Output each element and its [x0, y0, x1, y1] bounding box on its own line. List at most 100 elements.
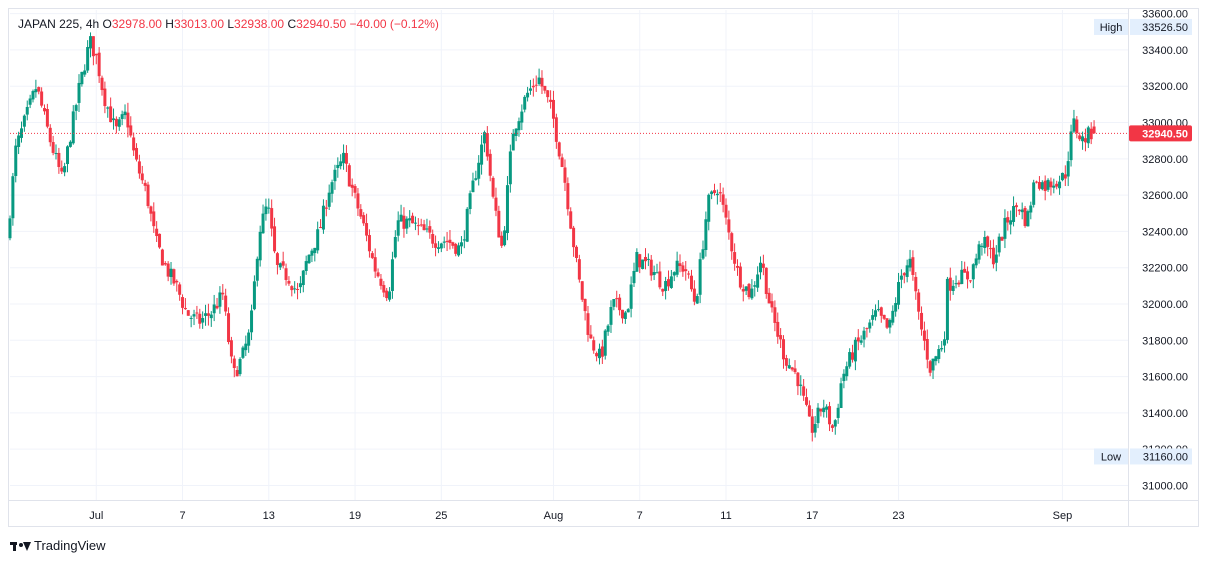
candle-body	[891, 310, 895, 323]
candle-body	[1063, 174, 1067, 179]
candle-body	[28, 98, 32, 105]
candle-body	[471, 180, 475, 193]
candle-body	[425, 228, 429, 230]
candle-body	[595, 353, 599, 357]
candle-body	[68, 141, 72, 147]
candle-body	[235, 370, 239, 377]
candle-body	[388, 291, 392, 300]
candle-body	[1069, 131, 1073, 161]
candle-body	[402, 215, 406, 229]
candle-body	[528, 88, 532, 91]
candle-body	[60, 167, 64, 172]
candle-body	[940, 348, 944, 350]
candle-body	[882, 314, 886, 319]
candle-body	[232, 358, 236, 369]
last-price-value: 32940.50	[1142, 128, 1188, 140]
time-tick-label: Jul	[89, 510, 103, 522]
candle-body	[1029, 205, 1033, 213]
candle-body	[701, 249, 705, 259]
candle-body	[526, 92, 530, 98]
candle-body	[172, 269, 176, 284]
candle-body	[186, 310, 190, 316]
candle-body	[370, 253, 374, 258]
candle-body	[793, 368, 797, 373]
candle-body	[241, 347, 245, 358]
series-high-tag-bg	[1094, 18, 1128, 35]
candle-body	[103, 88, 107, 107]
candle-body	[71, 111, 75, 144]
candle-body	[356, 193, 360, 209]
candle-body	[833, 420, 837, 427]
candle-body	[474, 178, 478, 180]
candle-body	[626, 309, 630, 313]
candle-body	[442, 241, 446, 243]
candle-body	[951, 285, 955, 292]
candle-body	[1058, 181, 1062, 189]
candle-body	[37, 87, 41, 92]
candle-body	[347, 165, 351, 187]
candle-body	[307, 254, 311, 264]
candle-body	[40, 91, 44, 106]
candle-body	[155, 228, 159, 237]
time-tick-label: 13	[263, 510, 275, 522]
candle-body	[520, 111, 524, 123]
candle-body	[750, 288, 754, 299]
candle-body	[206, 313, 210, 316]
candle-body	[816, 407, 820, 424]
candle-body	[140, 173, 144, 181]
candle-body	[635, 251, 639, 272]
candle-body	[851, 352, 855, 360]
candle-body	[1072, 118, 1076, 132]
candle-body	[710, 191, 714, 195]
candle-body	[669, 276, 673, 288]
candle-body	[753, 285, 757, 287]
time-tick-label: Aug	[544, 510, 564, 522]
candle-body	[405, 218, 409, 229]
candle-body	[655, 272, 659, 274]
candle-body	[618, 297, 622, 311]
candle-body	[606, 325, 610, 332]
candle-body	[747, 283, 751, 298]
candle-body	[822, 407, 826, 413]
candle-body	[382, 285, 386, 293]
candle-body	[57, 152, 61, 167]
candle-body	[715, 193, 719, 196]
candle-body	[120, 114, 124, 119]
candle-body	[531, 85, 535, 88]
candle-body	[917, 292, 921, 312]
candle-body	[810, 416, 814, 433]
candle-body	[868, 322, 872, 329]
candle-body	[733, 252, 737, 264]
candle-body	[480, 144, 484, 165]
candle-body	[684, 269, 688, 272]
candle-body	[189, 317, 193, 319]
candle-body	[842, 373, 846, 382]
candle-body	[270, 208, 274, 229]
candle-body	[451, 242, 455, 246]
candle-body	[508, 151, 512, 185]
price-tick-label: 32600.00	[1142, 190, 1188, 202]
candle-body	[86, 46, 90, 71]
candle-body	[554, 117, 558, 142]
candle-body	[592, 340, 596, 351]
candle-body	[756, 274, 760, 288]
candle-body	[1049, 181, 1053, 188]
candle-body	[376, 272, 380, 277]
candle-body	[1012, 206, 1016, 222]
candle-body	[537, 77, 541, 85]
candle-body	[488, 153, 492, 176]
candle-body	[787, 365, 791, 369]
candle-body	[839, 383, 843, 408]
candle-body	[275, 253, 279, 265]
candle-body	[612, 299, 616, 307]
candle-body	[399, 214, 403, 222]
candle-body	[994, 254, 998, 263]
candle-body	[666, 279, 670, 287]
tradingview-attribution[interactable]: TradingView	[10, 538, 106, 553]
candle-body	[166, 263, 170, 277]
candle-body	[848, 352, 852, 367]
candle-body	[1086, 127, 1090, 144]
candle-body	[218, 292, 222, 307]
candle-body	[330, 182, 334, 194]
